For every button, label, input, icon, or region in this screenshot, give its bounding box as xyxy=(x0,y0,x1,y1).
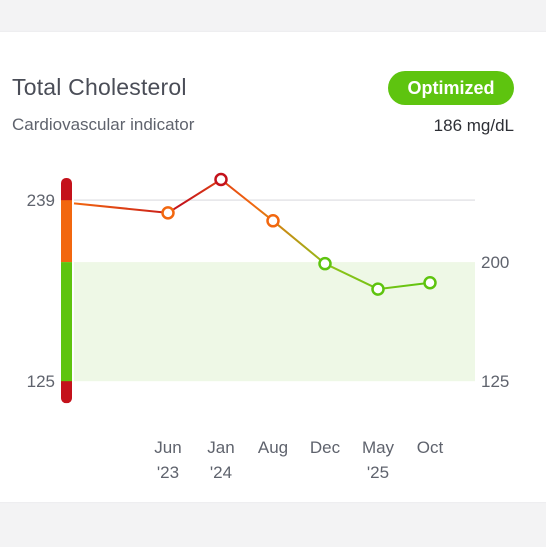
x-tick-label: Jan xyxy=(207,438,234,457)
left-tick-label: 125 xyxy=(27,372,55,391)
right-tick-label: 200 xyxy=(481,253,509,272)
x-tick-label: Dec xyxy=(310,438,341,457)
x-tick-label-year: '23 xyxy=(157,463,179,482)
scale-high-top xyxy=(61,178,72,207)
right-tick-label: 125 xyxy=(481,372,509,391)
scale-optimal xyxy=(61,262,72,382)
x-tick-label: May xyxy=(362,438,395,457)
current-value: 186 mg/dL xyxy=(433,116,514,135)
data-point xyxy=(318,256,332,271)
data-point xyxy=(161,206,175,220)
x-tick-label-year: '24 xyxy=(210,463,232,482)
status-badge: Optimized xyxy=(388,71,514,105)
data-point xyxy=(423,275,437,290)
data-point xyxy=(214,172,228,187)
card-subtitle: Cardiovascular indicator xyxy=(12,115,195,134)
left-tick-label: 239 xyxy=(27,191,55,210)
x-tick-label: Oct xyxy=(417,438,444,457)
data-point xyxy=(371,282,385,296)
x-tick-label: Jun xyxy=(154,438,181,457)
scale-borderline xyxy=(61,200,72,263)
x-tick-label: Aug xyxy=(258,438,288,457)
data-point xyxy=(266,214,280,228)
scale-high-bottom xyxy=(61,375,72,404)
card-title: Total Cholesterol xyxy=(12,74,187,100)
x-tick-label-year: '25 xyxy=(367,463,389,482)
optimal-range-band xyxy=(74,262,475,382)
